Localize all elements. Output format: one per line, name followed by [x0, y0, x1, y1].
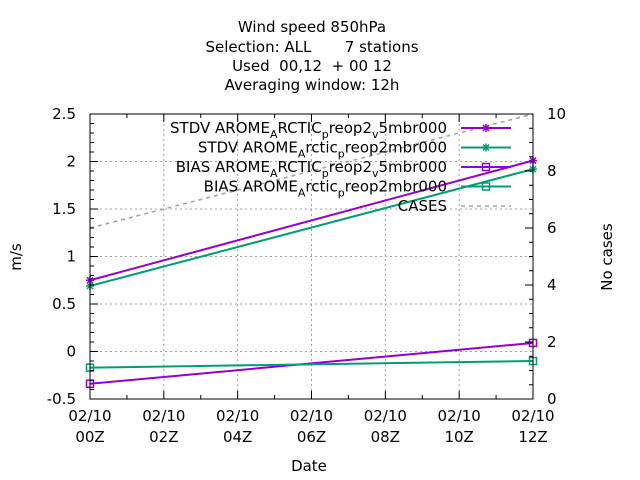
- legend-label-4: BIAS AROMEArcticpreop2mbr000: [204, 178, 447, 200]
- x-tick-label-date: 02/10: [364, 407, 407, 425]
- x-tick-label-hour: 02Z: [149, 428, 178, 446]
- y2-tick-label: 2: [547, 333, 557, 351]
- x-tick-label-hour: 04Z: [223, 428, 252, 446]
- legend-label-2: STDV AROMEArcticpreop2mbr000: [198, 139, 447, 161]
- star-stroke: [482, 143, 490, 152]
- legend-label-5: CASES: [398, 197, 447, 215]
- axes: -0.5 0 0.5 1 1.5 2 2.5 0 2 4 6 8 10 02/10 00Z 02/10 02Z 0…: [47, 105, 566, 446]
- y2-tick-label: 0: [547, 390, 557, 408]
- legend-marker-1: [482, 124, 490, 132]
- series-line-2: [89, 168, 534, 287]
- series-line-1: [89, 159, 534, 282]
- legend-marker-3: [481, 162, 491, 172]
- y-tick-label: 0.5: [52, 295, 76, 313]
- y2-tick-label: 8: [547, 162, 557, 180]
- x-tick-label-date: 02/10: [511, 407, 554, 425]
- grid: [90, 114, 533, 399]
- x-tick-label-date: 02/10: [290, 407, 333, 425]
- y-tick-label: 2.5: [52, 105, 76, 123]
- x-tick-label-hour: 08Z: [371, 428, 400, 446]
- y-tick-label: -0.5: [47, 390, 76, 408]
- x-tick-label-hour: 12Z: [518, 428, 547, 446]
- x-tick-label-date: 02/10: [68, 407, 111, 425]
- chart-title-line-2: Selection: ALL 7 stations: [205, 38, 418, 56]
- y2-tick-label: 4: [547, 276, 557, 294]
- y-tick-label: 2: [66, 153, 76, 171]
- y-axis-label: m/s: [7, 243, 25, 271]
- legend-marker-2: [482, 143, 490, 152]
- chart-title-line-4: Averaging window: 12h: [225, 76, 400, 94]
- x-tick-label-hour: 10Z: [444, 428, 473, 446]
- x-tick-label-hour: 06Z: [297, 428, 326, 446]
- y2-tick-label: 10: [547, 105, 566, 123]
- x-tick-label-date: 02/10: [216, 407, 259, 425]
- y-tick-label: 0: [66, 343, 76, 361]
- chart-title-line-1: Wind speed 850hPa: [238, 18, 386, 36]
- y2-axis-label: No cases: [598, 223, 616, 291]
- y-tick-label: 1: [66, 248, 76, 266]
- y-tick-label: 1.5: [52, 200, 76, 218]
- series-line-4: [89, 360, 534, 369]
- plot-frame: [89, 113, 534, 400]
- legend-label-1: STDV AROMEARCTICpreop2v5mbr000: [170, 119, 447, 141]
- y2-tick-label: 6: [547, 219, 557, 237]
- x-tick-label-date: 02/10: [438, 407, 481, 425]
- x-axis-label: Date: [291, 457, 327, 475]
- legend-label-3: BIAS AROMEARCTICpreop2v5mbr000: [176, 158, 447, 180]
- x-tick-label-hour: 00Z: [75, 428, 104, 446]
- x-tick-label-date: 02/10: [142, 407, 185, 425]
- legend-marker-4: [481, 182, 491, 191]
- chart-title-line-3: Used 00,12 + 00 12: [232, 57, 392, 75]
- star-stroke: [482, 124, 490, 132]
